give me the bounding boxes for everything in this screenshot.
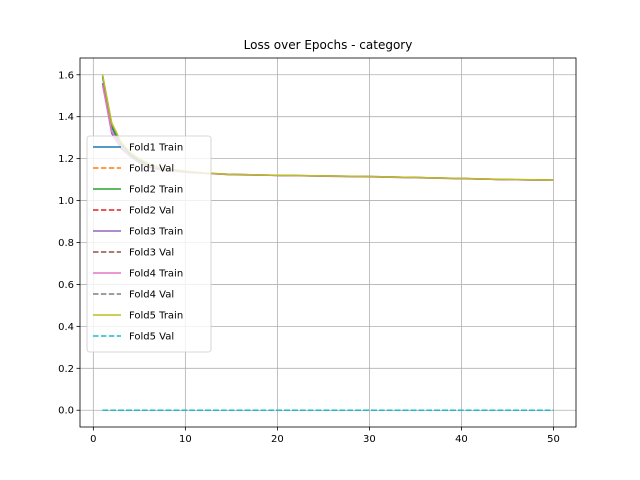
legend-label: Fold5 Train [129, 311, 183, 322]
y-tick-label: 0.8 [58, 238, 74, 249]
x-tick-label: 50 [547, 434, 560, 445]
y-tick-label: 1.4 [58, 112, 74, 123]
legend-label: Fold3 Val [129, 248, 174, 259]
y-tick-label: 0.4 [58, 322, 74, 333]
x-tick-label: 20 [271, 434, 284, 445]
axis-ticks: 0 10 20 30 40 50 0.0 0.2 0.4 0.6 0.8 1.0 1.2 1.4 1.6 [58, 70, 560, 445]
legend-label: Fold2 Val [129, 206, 174, 217]
x-tick-label: 10 [179, 434, 192, 445]
y-tick-label: 0.0 [58, 406, 74, 417]
legend-label: Fold2 Train [129, 185, 183, 196]
legend-label: Fold5 Val [129, 332, 174, 343]
legend-label: Fold1 Train [129, 143, 183, 154]
y-tick-label: 1.6 [58, 70, 74, 81]
legend: Fold1 Train Fold1 Val Fold2 Train Fold2 Val… [86, 135, 212, 353]
x-tick-label: 30 [363, 434, 376, 445]
legend-box [86, 135, 212, 353]
x-tick-label: 0 [90, 434, 96, 445]
chart-title: Loss over Epochs - category [244, 38, 413, 52]
y-tick-label: 1.0 [58, 196, 74, 207]
y-tick-label: 0.2 [58, 364, 74, 375]
x-tick-label: 40 [455, 434, 468, 445]
legend-label: Fold3 Train [129, 227, 183, 238]
y-tick-label: 1.2 [58, 154, 74, 165]
legend-label: Fold4 Val [129, 290, 174, 301]
y-tick-label: 0.6 [58, 280, 74, 291]
legend-label: Fold4 Train [129, 269, 183, 280]
legend-label: Fold1 Val [129, 164, 174, 175]
